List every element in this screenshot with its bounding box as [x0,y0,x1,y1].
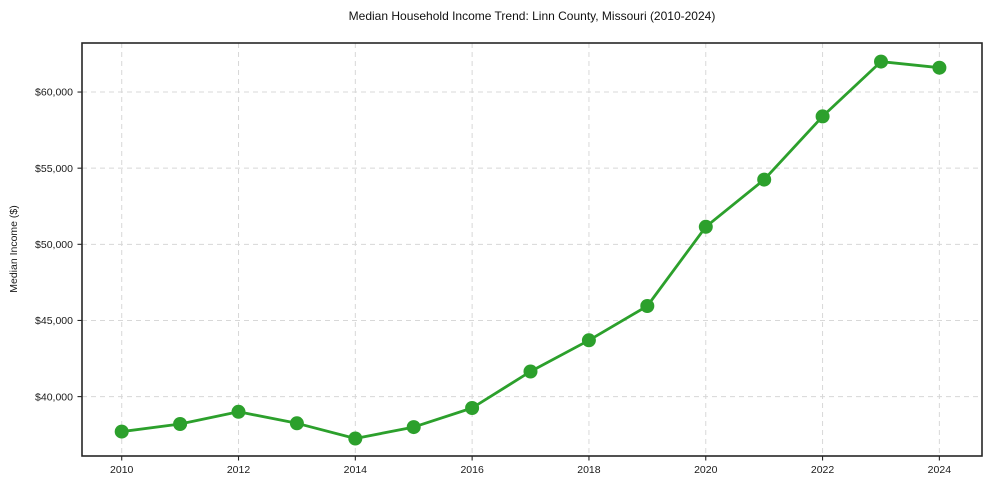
chart-title: Median Household Income Trend: Linn Coun… [348,9,716,23]
x-tick-label: 2020 [694,464,718,476]
x-tick-label: 2016 [460,464,484,476]
data-point [932,60,947,75]
data-point [874,54,888,69]
y-tick-label: $40,000 [35,391,73,403]
x-tick-label: 2024 [928,464,952,476]
y-tick-label: $60,000 [35,87,73,99]
line-chart: $40,000 $45,000 $50,000 $55,000 $60,000 2010 2… [35,42,983,476]
x-tick-label: 2010 [110,464,134,476]
data-point [289,416,304,431]
data-point [348,431,363,446]
y-tick-label: $45,000 [35,315,73,327]
data-point [523,364,538,379]
data-point [757,172,772,187]
plot-area: $40,000 $45,000 $50,000 $55,000 $60,000 2010 2… [35,42,983,476]
x-tick-label: 2014 [344,464,368,476]
y-tick-label: $50,000 [35,239,73,251]
data-point [173,417,188,431]
data-point [698,219,713,234]
x-tick-label: 2022 [811,464,835,476]
y-axis-label: Median Income ($) [8,205,20,293]
y-tick-label: $55,000 [35,163,73,175]
data-point [815,109,830,124]
data-point [406,420,421,435]
data-point [465,401,480,415]
x-tick-label: 2018 [577,464,601,476]
data-point [581,333,596,348]
plot-frame [81,42,983,457]
data-point [640,299,655,313]
data-point [231,404,246,419]
data-point [114,424,129,439]
x-tick-label: 2012 [227,464,251,476]
